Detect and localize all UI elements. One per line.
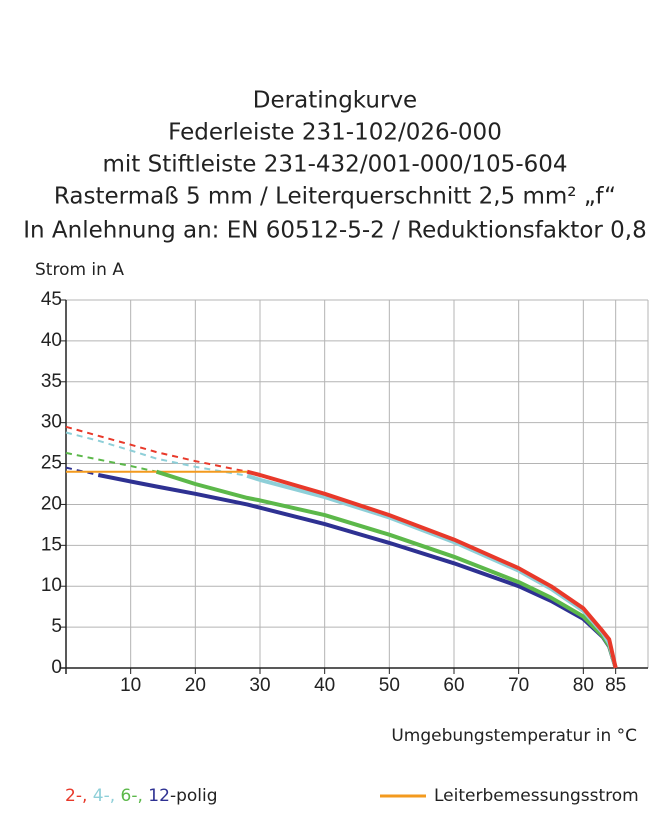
y-tick-label: 10 (41, 575, 62, 596)
y-axis-label: Strom in A (35, 260, 124, 280)
x-tick-label: 50 (379, 675, 400, 696)
x-axis-label: Umgebungstemperatur in °C (391, 726, 637, 746)
chart-title: Federleiste 231-102/026-000 (168, 120, 502, 146)
x-tick-label: 40 (314, 675, 335, 696)
legend-label: 2-, (65, 786, 87, 806)
chart-title: Rastermaß 5 mm / Leiterquerschnitt 2,5 m… (54, 184, 616, 210)
y-tick-label: 15 (41, 534, 62, 555)
y-tick-label: 5 (51, 616, 62, 637)
y-tick-label: 20 (41, 493, 62, 514)
y-tick-label: 40 (41, 330, 62, 351)
legend-label: 6-, (121, 786, 143, 806)
series-extrapolation (65, 425, 248, 473)
legend-label: Leiterbemessungsstrom (434, 786, 639, 806)
y-tick-label: 0 (51, 657, 62, 678)
y-tick-label: 25 (41, 453, 62, 474)
legend-label: 12 (148, 786, 170, 806)
series-line (246, 469, 618, 669)
y-tick-label: 30 (41, 412, 62, 433)
chart-title: In Anlehnung an: EN 60512-5-2 / Reduktio… (23, 218, 647, 244)
x-tick-label: 80 (573, 675, 594, 696)
chart-title: mit Stiftleiste 231-432/001-000/105-604 (102, 152, 567, 178)
x-tick-label: 20 (185, 675, 206, 696)
series-extrapolation (65, 431, 248, 477)
legend-suffix: -polig (170, 786, 218, 806)
legend-label: 4-, (93, 786, 115, 806)
legend: 2-, 4-, 6-, 12-polig (65, 786, 218, 806)
chart-title: Deratingkurve (253, 88, 417, 114)
x-tick-label: 30 (249, 675, 270, 696)
y-tick-label: 45 (41, 289, 62, 310)
x-tick-label: 85 (605, 675, 626, 696)
y-tick-label: 35 (41, 371, 62, 392)
x-tick-label: 60 (443, 675, 464, 696)
series-extrapolation (65, 451, 157, 473)
x-tick-label: 70 (508, 675, 529, 696)
x-tick-label: 10 (120, 675, 141, 696)
